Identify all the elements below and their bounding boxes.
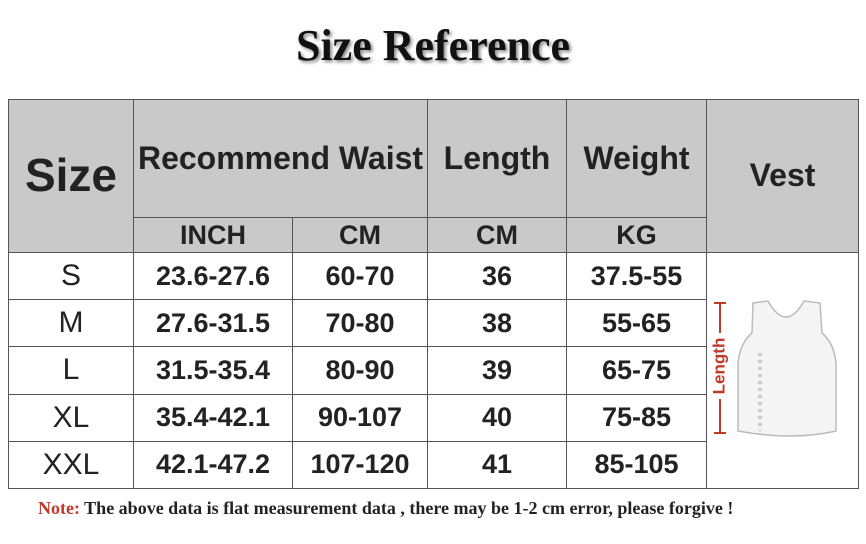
- table-row: L 31.5-35.4 80-90 39 65-75: [8, 346, 859, 395]
- header-cell: Recommend Waist: [133, 99, 428, 218]
- table-row: XXL 42.1-47.2 107-120 41 85-105: [8, 440, 859, 490]
- note-label: Note:: [38, 498, 80, 518]
- data-cell: 41: [427, 440, 567, 490]
- data-cell: 75-85: [566, 393, 707, 442]
- unit-cell: INCH: [133, 217, 293, 253]
- data-cell: 65-75: [566, 346, 707, 395]
- table-row: XL 35.4-42.1 90-107 40 75-85: [8, 393, 859, 442]
- data-cell: 23.6-27.6: [133, 251, 293, 301]
- data-cell: 35.4-42.1: [133, 393, 293, 442]
- title: Size Reference: [295, 21, 571, 70]
- data-cell: 27.6-31.5: [133, 299, 293, 348]
- data-cell: 60-70: [292, 251, 428, 301]
- length-label: Length: [709, 338, 728, 395]
- unit-cell: CM: [292, 217, 428, 253]
- size-cell: XXL: [8, 440, 134, 490]
- data-cell: 55-65: [566, 299, 707, 348]
- unit-cell: CM: [427, 217, 567, 253]
- note: Note: The above data is flat measurement…: [38, 498, 733, 519]
- data-cell: 80-90: [292, 346, 428, 395]
- header-cell: Length: [427, 99, 567, 218]
- table-row: S 23.6-27.6 60-70 36 37.5-55 Length: [8, 251, 859, 489]
- data-cell: 40: [427, 393, 567, 442]
- size-cell: S: [8, 251, 134, 301]
- size-cell: L: [8, 346, 134, 395]
- header-cell: Size: [8, 99, 134, 253]
- data-cell: 70-80: [292, 299, 428, 348]
- header-cell: Vest: [706, 99, 859, 253]
- data-cell: 107-120: [292, 440, 428, 490]
- vest-cell: Length: [706, 252, 859, 489]
- header-cell: Weight: [566, 99, 707, 218]
- data-cell: 36: [427, 251, 567, 301]
- unit-cell: KG: [566, 217, 707, 253]
- data-cell: 39: [427, 346, 567, 395]
- table-row: M 27.6-31.5 70-80 38 55-65: [8, 299, 859, 348]
- label-bg: [710, 333, 729, 399]
- size-cell: XL: [8, 393, 134, 442]
- note-text: The above data is flat measurement data …: [84, 498, 734, 518]
- data-cell: 90-107: [292, 393, 428, 442]
- size-cell: M: [8, 299, 134, 348]
- data-cell: 85-105: [566, 440, 707, 490]
- data-cell: 42.1-47.2: [133, 440, 293, 490]
- size-table: Size Recommend Waist Length Weight Vest …: [8, 99, 859, 490]
- vest-illustration: Length: [709, 300, 837, 437]
- data-cell: 37.5-55: [566, 251, 707, 301]
- vest-shape: [736, 300, 837, 437]
- data-cell: 31.5-35.4: [133, 346, 293, 395]
- data-cell: 38: [427, 299, 567, 348]
